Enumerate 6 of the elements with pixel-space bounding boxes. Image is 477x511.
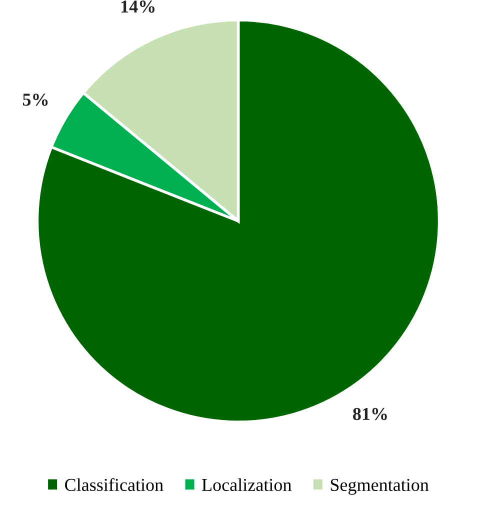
- legend-label: Segmentation: [330, 478, 429, 495]
- legend-label: Classification: [65, 478, 164, 492]
- legend-label: Localization: [202, 478, 292, 492]
- data-label: 81%: [353, 408, 387, 420]
- data-label: 14%: [121, 0, 154, 13]
- data-label: 5%: [22, 94, 48, 106]
